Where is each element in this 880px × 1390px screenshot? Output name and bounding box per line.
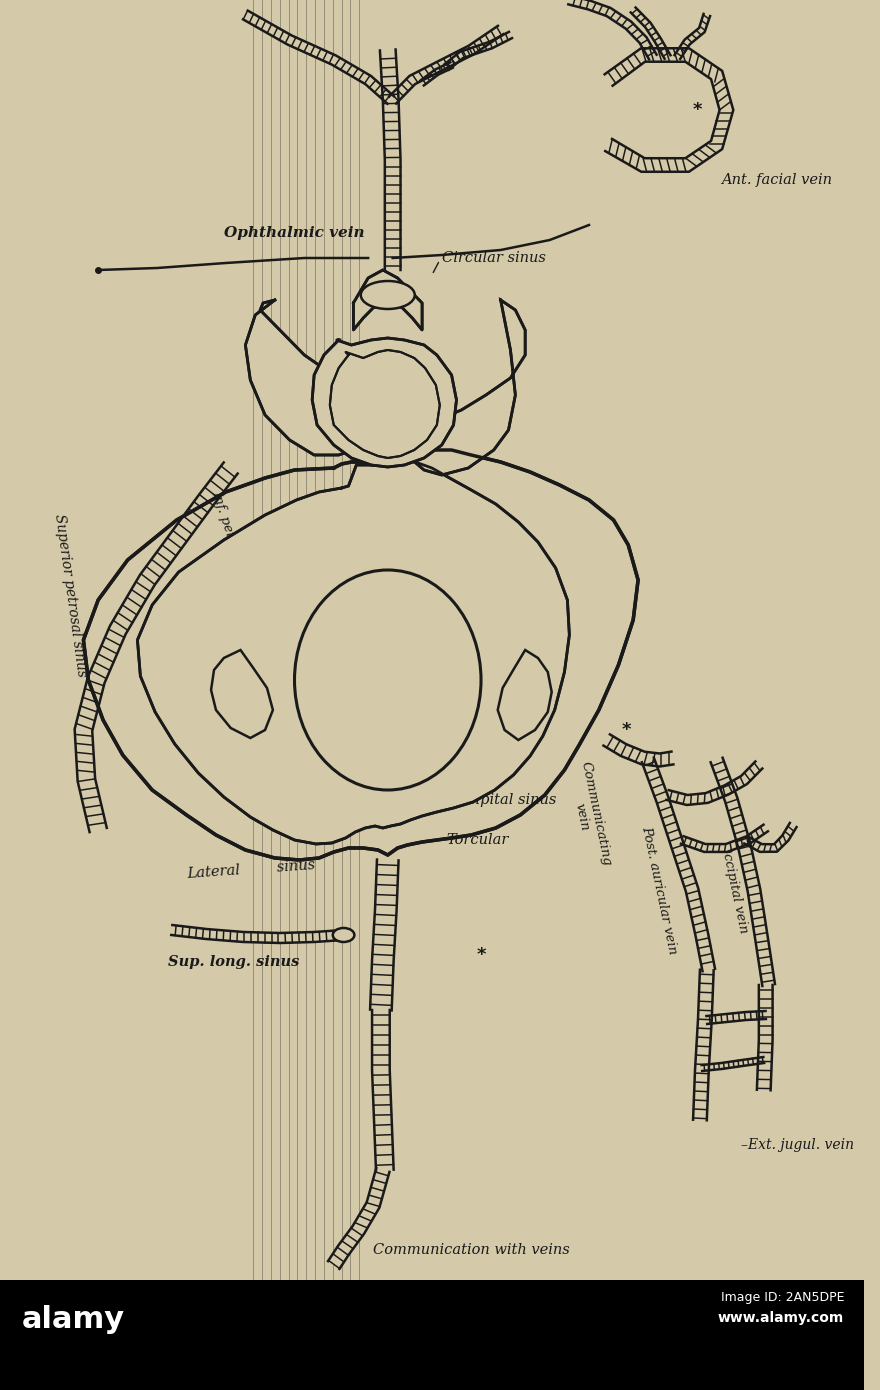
Text: Superior petrosal sinus: Superior petrosal sinus: [52, 513, 89, 677]
Polygon shape: [631, 7, 671, 58]
Polygon shape: [674, 14, 710, 58]
Polygon shape: [380, 50, 400, 270]
Polygon shape: [243, 11, 394, 104]
Text: Cavernous
– sinus –: Cavernous – sinus –: [348, 391, 427, 420]
Polygon shape: [744, 823, 796, 852]
Text: alamy: alamy: [22, 1305, 125, 1334]
Polygon shape: [172, 924, 344, 942]
Text: Lateral        sinus: Lateral sinus: [187, 859, 316, 881]
Text: Ophthalmic vein: Ophthalmic vein: [224, 227, 365, 240]
Polygon shape: [328, 1168, 390, 1269]
Polygon shape: [498, 651, 552, 739]
Text: Occipital vein: Occipital vein: [718, 841, 751, 934]
Polygon shape: [389, 26, 503, 103]
Polygon shape: [757, 986, 773, 1090]
Text: Image ID: 2AN5DPE: Image ID: 2AN5DPE: [721, 1290, 844, 1304]
Polygon shape: [370, 859, 399, 1011]
Ellipse shape: [333, 929, 355, 942]
Text: Sup. long. sinus: Sup. long. sinus: [168, 955, 299, 969]
Polygon shape: [681, 824, 768, 852]
Polygon shape: [372, 1011, 393, 1170]
Polygon shape: [211, 651, 273, 738]
Text: Communication with veins: Communication with veins: [373, 1243, 569, 1257]
Polygon shape: [711, 758, 775, 986]
Polygon shape: [330, 350, 440, 457]
Text: Foramen
magnum: Foramen magnum: [355, 630, 421, 660]
Polygon shape: [421, 63, 453, 85]
Text: Occipital sinus: Occipital sinus: [447, 794, 556, 808]
Polygon shape: [444, 32, 512, 70]
Text: *: *: [621, 721, 631, 739]
Polygon shape: [137, 460, 569, 844]
Polygon shape: [75, 463, 238, 833]
Polygon shape: [413, 300, 525, 475]
Text: Communicating
vein: Communicating vein: [564, 760, 613, 870]
Text: Inf. petrosal sinus: Inf. petrosal sinus: [209, 489, 259, 607]
Text: Post. auricular vein: Post. auricular vein: [640, 824, 679, 955]
Ellipse shape: [295, 570, 481, 790]
Polygon shape: [246, 300, 363, 455]
Polygon shape: [312, 338, 457, 467]
Text: Ant. facial vein: Ant. facial vein: [722, 172, 832, 188]
Text: –Ext. jugul. vein: –Ext. jugul. vein: [741, 1138, 854, 1152]
Polygon shape: [693, 970, 714, 1120]
Polygon shape: [568, 0, 656, 60]
Text: Int. jugular
vein: Int. jugular vein: [275, 695, 354, 726]
Polygon shape: [84, 450, 638, 860]
Text: www.alamy.com: www.alamy.com: [718, 1311, 844, 1325]
Polygon shape: [707, 1011, 766, 1024]
Polygon shape: [604, 734, 673, 766]
Polygon shape: [354, 270, 422, 329]
Text: *: *: [693, 101, 701, 120]
Polygon shape: [701, 1056, 764, 1070]
Bar: [0, 1280, 864, 1390]
Text: Torcular: Torcular: [447, 833, 509, 847]
Polygon shape: [666, 762, 762, 805]
Text: Circular sinus: Circular sinus: [442, 252, 546, 265]
Polygon shape: [605, 49, 733, 172]
Polygon shape: [642, 758, 715, 972]
Text: *: *: [476, 947, 486, 965]
Ellipse shape: [361, 281, 414, 309]
